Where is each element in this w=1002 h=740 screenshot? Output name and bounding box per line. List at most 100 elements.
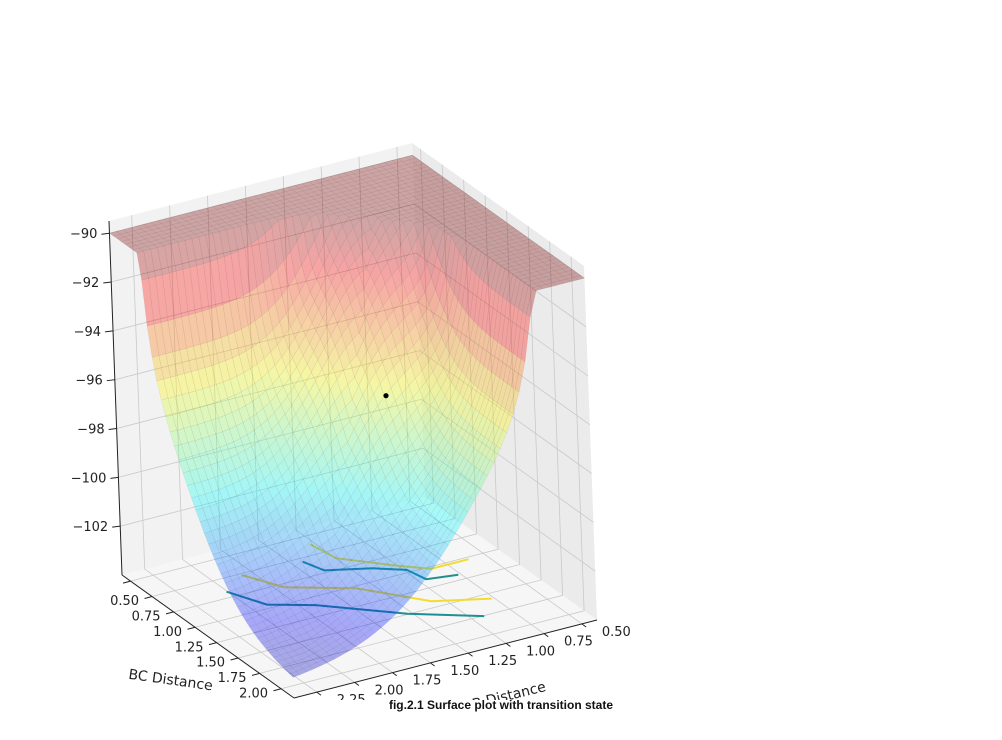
surface-facet xyxy=(313,338,325,361)
surface-facet xyxy=(403,174,416,180)
surface-facet xyxy=(196,220,209,226)
surface-facet xyxy=(341,514,353,532)
gridline-x xyxy=(216,210,521,643)
surface-facet xyxy=(457,509,469,524)
surface-facet xyxy=(386,310,399,333)
surface-facet xyxy=(274,356,287,377)
surface-facet xyxy=(251,441,263,458)
surface-facet xyxy=(470,430,482,449)
surface-facet xyxy=(370,623,383,634)
surface-facet xyxy=(469,272,480,322)
surface-facet xyxy=(245,215,258,221)
surface-facet xyxy=(293,202,306,208)
surface-facet xyxy=(322,494,334,513)
surface-facet xyxy=(497,380,508,407)
surface-facet xyxy=(267,522,279,539)
surface-facet xyxy=(179,411,191,429)
surface-facet xyxy=(317,192,330,198)
surface-facet xyxy=(302,665,315,673)
y-tick xyxy=(467,652,473,657)
surface-facet xyxy=(129,225,142,231)
surface-facet xyxy=(282,645,295,654)
surface-facet xyxy=(491,341,502,376)
surface-facet xyxy=(368,233,380,255)
surface-facet xyxy=(458,420,470,439)
surface-facet xyxy=(306,585,319,598)
surface-facet xyxy=(285,637,298,646)
surface-facet xyxy=(415,182,428,188)
surface-facet xyxy=(241,461,254,478)
surface-facet xyxy=(219,202,231,208)
surface-facet xyxy=(365,557,378,572)
surface-facet xyxy=(476,239,488,245)
surface-facet xyxy=(276,501,288,518)
surface-facet xyxy=(210,528,223,543)
surface-facet xyxy=(248,608,260,619)
surface-facet xyxy=(316,212,328,228)
surface-facet xyxy=(350,639,362,648)
surface-facet xyxy=(281,632,294,641)
surface-facet xyxy=(377,395,389,418)
surface-facet xyxy=(485,371,496,398)
surface-facet xyxy=(424,457,436,475)
surface-facet xyxy=(319,180,332,186)
gridline-z xyxy=(111,203,587,328)
gridline-y xyxy=(207,195,393,673)
surface-facet xyxy=(272,376,284,396)
surface-facet xyxy=(404,542,416,557)
surface-facet xyxy=(308,179,321,185)
y-tick xyxy=(543,633,549,638)
surface-facet xyxy=(256,358,269,379)
surface-facet xyxy=(407,177,420,183)
surface-facet xyxy=(297,600,309,612)
surface-facet xyxy=(453,203,466,209)
surface-facet xyxy=(388,345,401,368)
surface-facet xyxy=(322,202,334,208)
surface-facet xyxy=(419,185,432,191)
surface-facet xyxy=(404,208,417,214)
surface-facet xyxy=(275,431,287,450)
surface-facet xyxy=(218,360,231,383)
surface-facet xyxy=(159,233,171,239)
surface-facet xyxy=(310,410,322,432)
surface-facet xyxy=(363,274,375,297)
surface-facet xyxy=(368,543,380,559)
surface-facet xyxy=(296,198,309,204)
surface-facet xyxy=(173,237,186,243)
surface-facet xyxy=(373,383,385,406)
surface-facet xyxy=(274,294,287,323)
surface-facet xyxy=(180,235,193,241)
surface-facet xyxy=(315,501,328,520)
surface-facet xyxy=(469,214,482,220)
surface-facet xyxy=(347,207,360,213)
surface-facet xyxy=(301,252,313,282)
surface-facet xyxy=(286,432,298,452)
surface-facet xyxy=(158,226,170,232)
surface-facet xyxy=(247,429,259,447)
surface-facet xyxy=(518,262,530,268)
surface-facet xyxy=(390,177,402,183)
surface-facet xyxy=(442,194,454,200)
surface-facet xyxy=(402,159,414,165)
surface-facet xyxy=(302,515,314,533)
surface-facet xyxy=(346,227,358,249)
surface-facet xyxy=(353,536,365,553)
surface-facet xyxy=(396,469,408,488)
surface-facet xyxy=(421,360,434,382)
surface-facet xyxy=(450,234,463,245)
surface-facet xyxy=(151,355,164,382)
surface-facet xyxy=(503,350,514,384)
surface-facet xyxy=(280,213,293,219)
surface-facet xyxy=(177,240,191,270)
surface-facet xyxy=(407,576,419,590)
surface-facet xyxy=(291,513,303,530)
surface-facet xyxy=(281,467,293,486)
surface-facet xyxy=(435,223,447,229)
surface-facet xyxy=(415,249,428,279)
surface-facet xyxy=(279,198,291,204)
surface-facet xyxy=(237,450,250,467)
surface-facet xyxy=(351,183,364,189)
surface-facet xyxy=(312,610,324,622)
surface-facet xyxy=(430,327,442,352)
surface-facet xyxy=(261,309,274,337)
